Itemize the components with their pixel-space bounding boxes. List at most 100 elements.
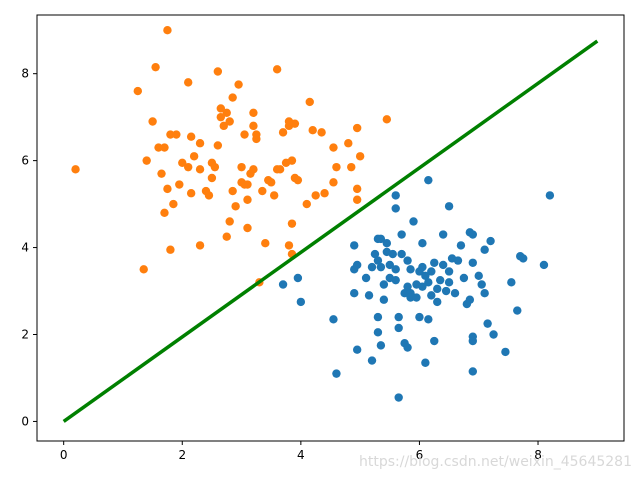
series-1-point bbox=[290, 119, 300, 128]
y-tick-label: 2 bbox=[21, 328, 29, 342]
y-tick-label: 6 bbox=[21, 154, 29, 168]
series-0-point bbox=[293, 273, 303, 283]
series-0-point bbox=[415, 312, 424, 322]
series-0-point bbox=[364, 291, 374, 300]
series-0-point bbox=[406, 293, 415, 302]
series-0-point bbox=[424, 315, 433, 324]
series-1-point bbox=[151, 62, 160, 72]
series-0-point bbox=[427, 291, 436, 300]
series-0-point bbox=[421, 358, 430, 367]
series-0-point bbox=[361, 273, 371, 283]
series-0-point bbox=[376, 234, 386, 244]
series-1-point bbox=[163, 26, 172, 35]
series-0-point bbox=[394, 393, 403, 402]
series-0-point bbox=[438, 230, 448, 239]
series-0-point bbox=[480, 289, 489, 298]
series-1-point bbox=[352, 195, 362, 204]
series-0-point bbox=[433, 297, 442, 307]
series-0-point bbox=[489, 330, 498, 339]
series-0-point bbox=[474, 271, 483, 281]
series-1-point bbox=[184, 78, 193, 87]
series-0-point bbox=[486, 236, 495, 246]
series-1-point bbox=[195, 241, 205, 250]
series-0-point bbox=[430, 336, 439, 346]
series-1-point bbox=[204, 191, 214, 200]
series-0-point bbox=[352, 260, 362, 270]
x-tick-label: 6 bbox=[416, 448, 424, 462]
series-0-point bbox=[519, 254, 528, 263]
series-0-point bbox=[456, 241, 466, 250]
series-0-point bbox=[406, 265, 415, 274]
series-1-point bbox=[243, 223, 252, 233]
series-1-point bbox=[275, 165, 285, 174]
series-1-point bbox=[352, 123, 362, 133]
series-1-point bbox=[139, 265, 148, 274]
series-0-point bbox=[352, 345, 362, 354]
series-1-point bbox=[382, 115, 392, 124]
series-1-point bbox=[169, 199, 178, 209]
series-1-point bbox=[175, 180, 184, 189]
series-1-point bbox=[213, 141, 223, 150]
series-1-point bbox=[305, 97, 314, 107]
series-0-point bbox=[459, 273, 469, 283]
series-0-point bbox=[373, 312, 383, 322]
series-1-point bbox=[284, 241, 294, 250]
series-0-point bbox=[350, 241, 359, 250]
y-tick-label: 0 bbox=[21, 414, 29, 428]
series-1-point bbox=[195, 139, 205, 148]
series-0-point bbox=[477, 280, 486, 289]
series-1-point bbox=[344, 139, 353, 148]
series-0-point bbox=[403, 282, 412, 291]
series-1-point bbox=[243, 195, 252, 204]
series-1-point bbox=[240, 130, 249, 139]
series-0-point bbox=[444, 202, 454, 211]
series-1-point bbox=[178, 158, 187, 167]
series-0-point bbox=[367, 262, 377, 272]
series-0-point bbox=[403, 256, 412, 265]
series-1-point bbox=[222, 108, 231, 118]
series-0-point bbox=[468, 258, 477, 267]
series-1-point bbox=[216, 112, 226, 122]
series-1-point bbox=[347, 162, 356, 172]
series-0-point bbox=[430, 258, 439, 267]
series-1-group bbox=[71, 26, 392, 287]
series-0-point bbox=[373, 256, 383, 265]
series-0-point bbox=[278, 280, 288, 289]
series-1-point bbox=[320, 189, 329, 198]
series-1-point bbox=[249, 108, 258, 118]
series-1-point bbox=[278, 128, 288, 137]
series-1-point bbox=[311, 191, 320, 200]
series-0-point bbox=[376, 262, 386, 272]
series-1-point bbox=[355, 152, 365, 161]
series-0-point bbox=[397, 249, 406, 259]
series-0-point bbox=[350, 289, 359, 298]
series-1-point bbox=[133, 86, 142, 96]
series-0-point bbox=[391, 265, 400, 274]
series-1-point bbox=[154, 143, 163, 152]
series-0-point bbox=[424, 175, 433, 185]
series-1-point bbox=[186, 132, 196, 141]
series-0-point bbox=[400, 289, 409, 298]
series-1-point bbox=[287, 219, 297, 228]
series-0-point bbox=[450, 289, 460, 298]
series-0-point bbox=[394, 323, 403, 333]
series-1-point bbox=[329, 178, 338, 187]
series-1-point bbox=[352, 184, 362, 194]
series-1-point bbox=[317, 128, 326, 137]
series-1-point bbox=[267, 178, 276, 187]
series-0-point bbox=[379, 280, 389, 289]
plot-area-frame bbox=[36, 14, 625, 442]
series-0-point bbox=[329, 315, 338, 324]
series-0-point bbox=[421, 271, 430, 281]
series-0-point bbox=[507, 278, 516, 287]
series-0-point bbox=[373, 328, 383, 337]
series-1-point bbox=[207, 173, 217, 183]
series-1-point bbox=[210, 162, 220, 172]
series-0-point bbox=[545, 191, 555, 200]
series-1-point bbox=[166, 130, 175, 139]
series-1-point bbox=[160, 208, 169, 217]
series-1-point bbox=[287, 156, 297, 165]
series-1-point bbox=[225, 117, 234, 126]
x-tick-label: 0 bbox=[60, 448, 68, 462]
